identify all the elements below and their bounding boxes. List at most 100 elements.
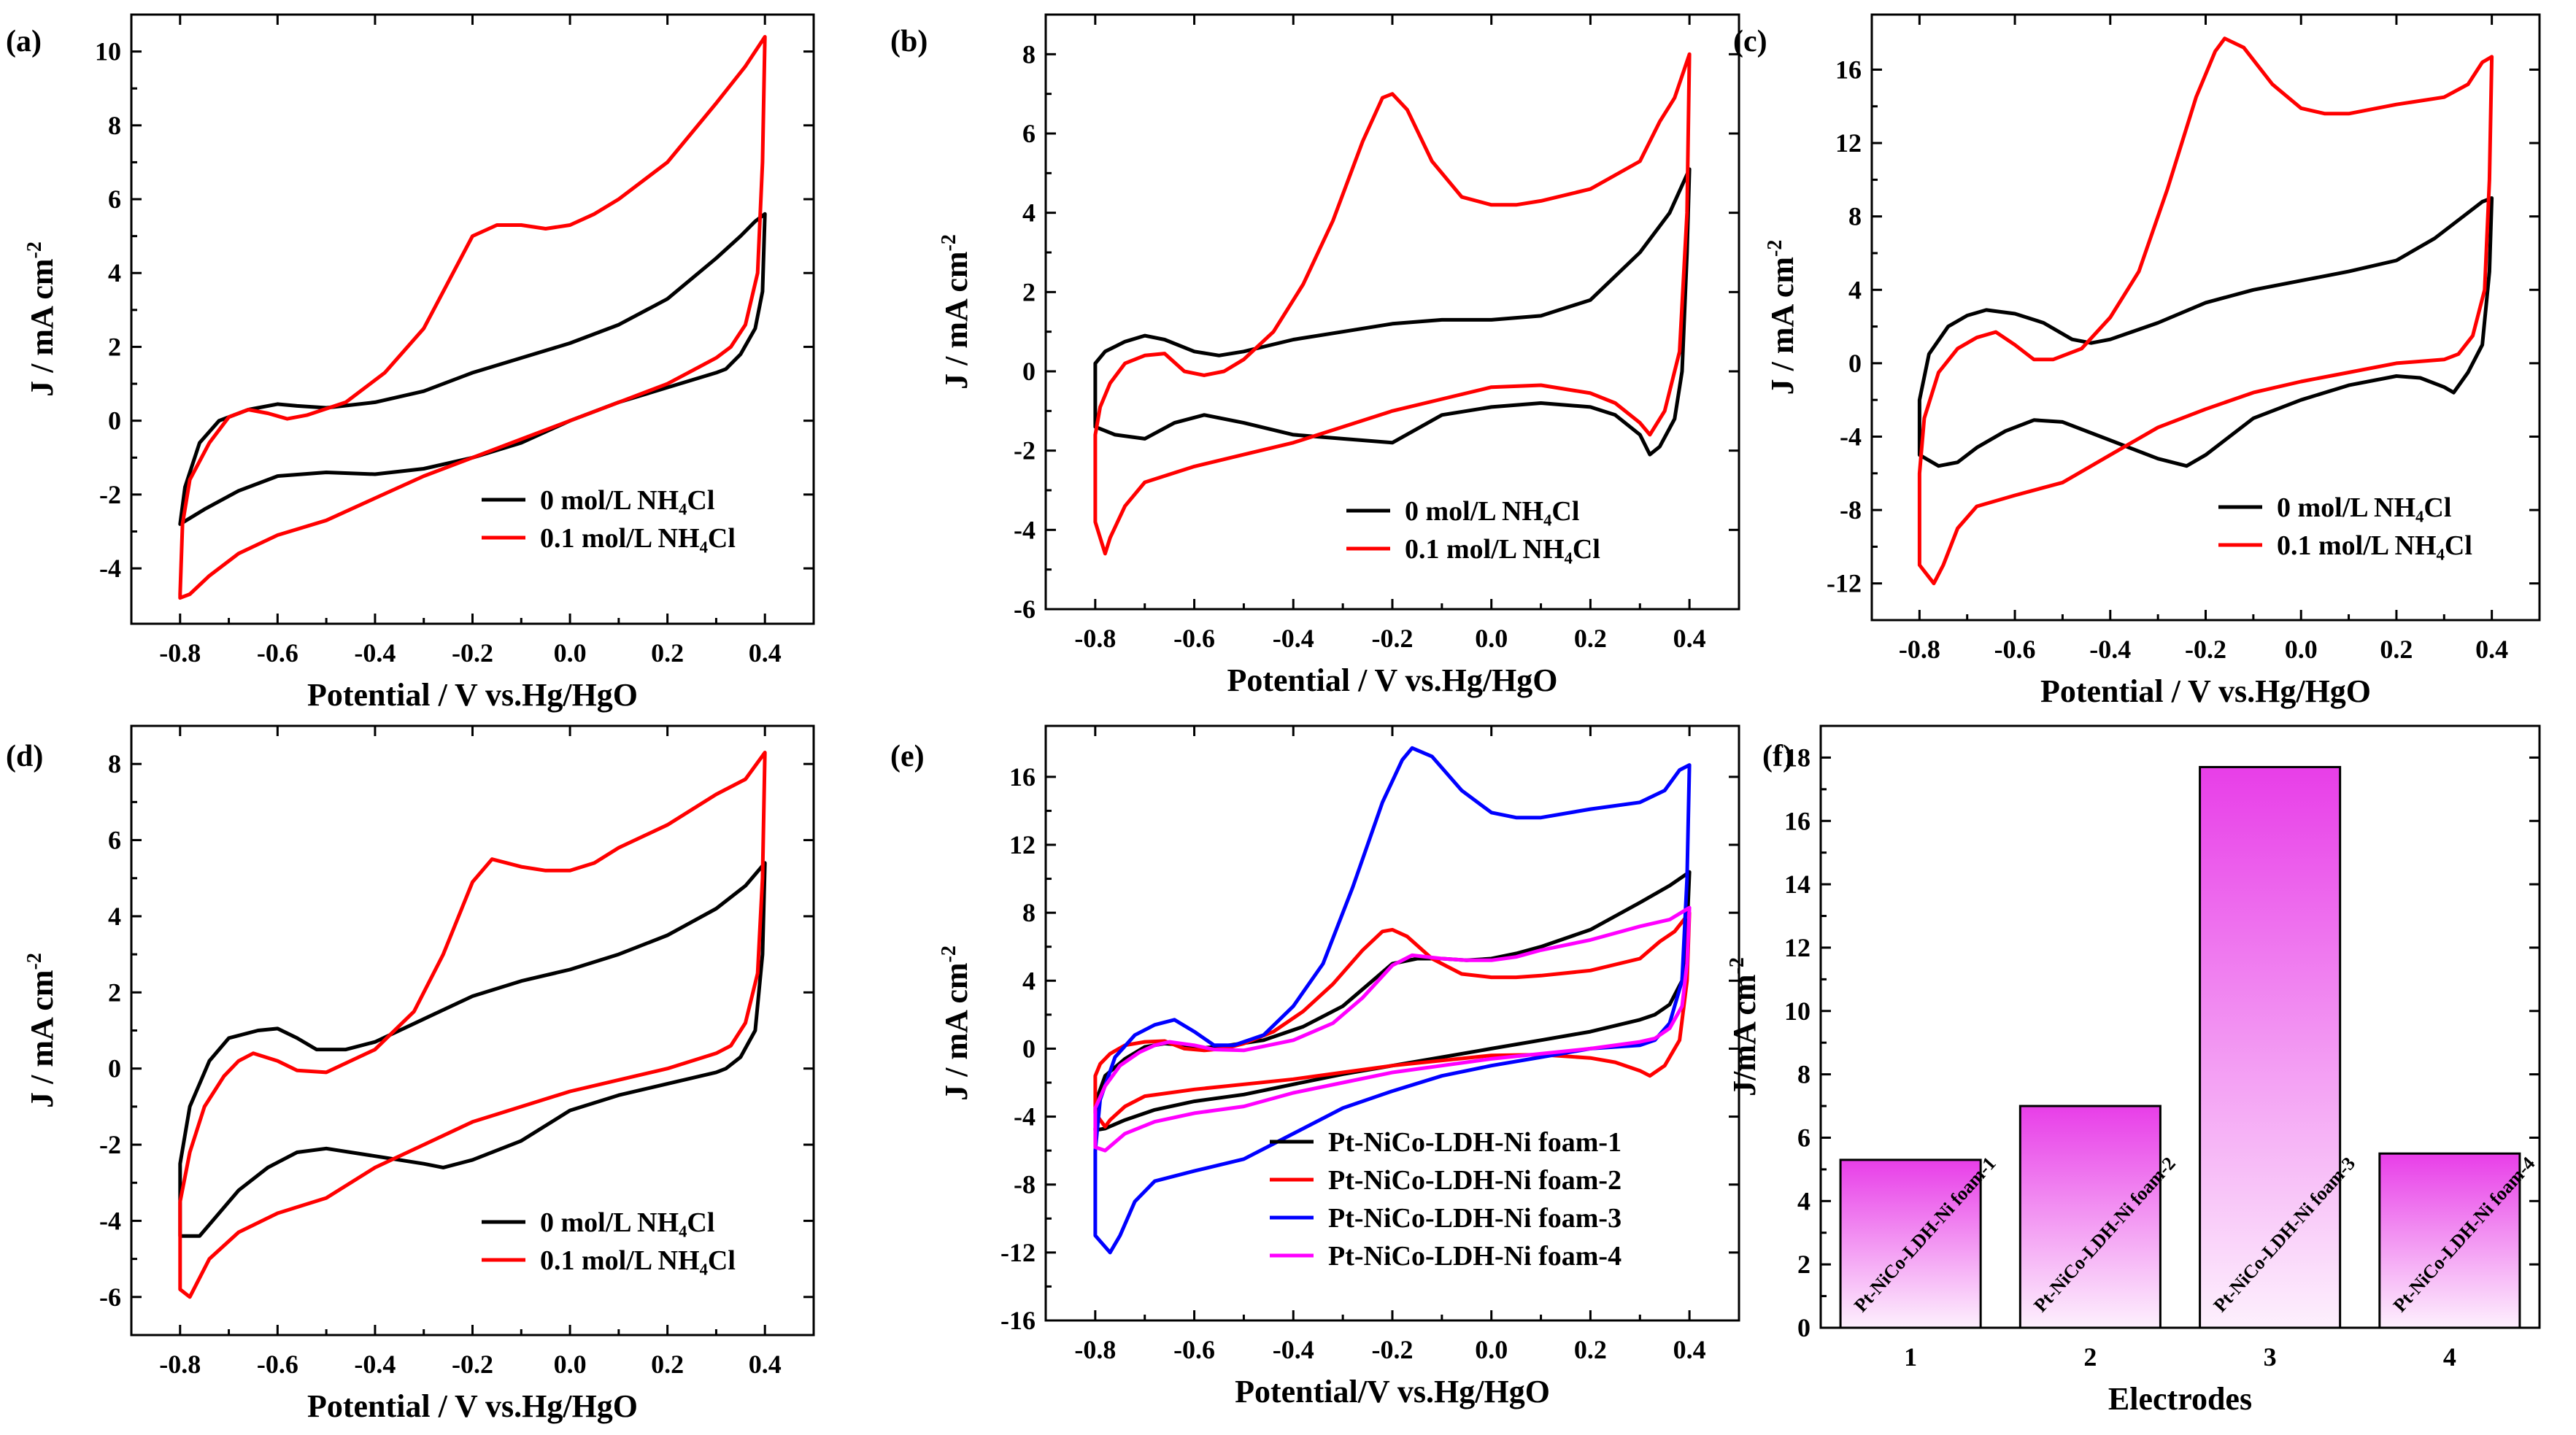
plot-frame [1044, 13, 1740, 611]
y-axis-title-superscript: -2 [23, 953, 46, 970]
panel-b: (b) -6 -4 -2 0 2 4 6 8 -0.8 -0.6 -0.4 -0.2 0.0 0.2 0.4 0… [890, 13, 1740, 698]
y-tick-label: -4 [99, 1206, 121, 1235]
y-tick-label: 16 [1009, 762, 1036, 792]
y-axis-title-text: J/mA cm [1727, 974, 1762, 1096]
x-tick-label: -0.8 [159, 638, 201, 668]
y-tick-label: 6 [1022, 119, 1036, 148]
bar-1 [1839, 1159, 1982, 1329]
bar-4 [2378, 1152, 2521, 1329]
y-tick-label: -2 [99, 1130, 121, 1159]
x-tick-label: -0.6 [257, 638, 298, 668]
x-tick-label: 3 [2264, 1342, 2277, 1372]
y-tick-label: -8 [1014, 1170, 1036, 1199]
y-tick-label: -8 [1840, 495, 1862, 525]
y-tick-label: -4 [1014, 1102, 1036, 1132]
y-tick-label: 8 [1797, 1060, 1810, 1089]
y-tick-label: 6 [108, 826, 121, 855]
y-tick-label: 4 [1022, 966, 1036, 995]
y-axis-title: J / mA cm-2 [23, 953, 60, 1108]
y-tick-label: 8 [108, 111, 121, 140]
x-axis-title: Potential / V vs.Hg/HgO [307, 677, 638, 713]
y-tick-label: 0 [108, 1054, 121, 1083]
y-axis-title-text: J / mA cm [938, 251, 974, 389]
series-line-4 [1093, 905, 1692, 1153]
y-axis-title-superscript: -2 [1726, 957, 1748, 974]
x-tick-label: 0.0 [554, 638, 587, 668]
series-line-2 [1093, 910, 1692, 1129]
x-tick-label: 0.4 [1673, 624, 1706, 653]
legend-label-4: Pt-NiCo-LDH-Ni foam-4 [1328, 1241, 1621, 1272]
y-axis-title: J/mA cm-2 [1726, 957, 1762, 1096]
bar-3 [2199, 765, 2342, 1329]
y-tick-label: 0 [1797, 1313, 1810, 1342]
x-tick-label: 1 [1904, 1342, 1917, 1372]
plot-frame [1819, 724, 2541, 1329]
x-tick-label: -0.4 [354, 638, 396, 668]
legend-label-2: 0.1 mol/L NH₄Cl [1405, 534, 1600, 565]
x-tick-label: 0.4 [2475, 635, 2508, 664]
panel-label-b: (b) [890, 25, 928, 58]
x-tick-label: 0.2 [1574, 624, 1607, 653]
legend-label-1: 0 mol/L NH₄Cl [540, 485, 714, 516]
y-tick-label: 8 [1022, 898, 1036, 927]
x-tick-label: 0.4 [749, 1350, 782, 1379]
legend-label-2: 0.1 mol/L NH₄Cl [2277, 530, 2472, 561]
y-axis-title: J / mA cm-2 [1764, 240, 1800, 395]
y-tick-label: 0 [1022, 357, 1036, 386]
y-tick-label: -12 [1827, 569, 1862, 598]
x-tick-label: 0.0 [1475, 1335, 1508, 1364]
y-axis-title: J / mA cm-2 [23, 241, 60, 397]
x-tick-label: -0.4 [2089, 635, 2131, 664]
y-tick-label: 8 [1848, 202, 1862, 231]
x-tick-label: 0.4 [749, 638, 782, 668]
panel-label-f: (f) [1762, 740, 1793, 773]
series-line-1 [178, 861, 767, 1238]
x-tick-label: 0.4 [1673, 1335, 1706, 1364]
x-tick-label: 0.2 [1574, 1335, 1607, 1364]
y-tick-label: 12 [1784, 933, 1810, 962]
x-axis-title: Potential / V vs.Hg/HgO [1227, 662, 1557, 698]
series-line-2 [1093, 52, 1692, 556]
plot-frame [130, 724, 815, 1337]
y-tick-label: 2 [108, 332, 121, 361]
x-tick-label: -0.4 [354, 1350, 396, 1379]
legend-label-2: 0.1 mol/L NH₄Cl [540, 1245, 736, 1276]
panel-c: (c) -12 -8 -4 0 4 8 12 16 -0.8 -0.6 -0.4 -0.2 0.0 0.2 0… [1733, 13, 2541, 709]
panel-e: (e) -16 -12 -8 -4 0 4 8 12 16 -0.8 -0.6 -0.4 -0.2 0.0 0… [890, 724, 1740, 1409]
y-tick-label: -4 [1014, 515, 1036, 544]
series-line-2 [178, 751, 767, 1299]
y-tick-label: 0 [1848, 349, 1862, 378]
y-tick-label: 8 [1022, 39, 1036, 69]
x-tick-label: 2 [2083, 1342, 2097, 1372]
x-tick-label: 4 [2443, 1342, 2456, 1372]
x-axis-title: Potential / V vs.Hg/HgO [307, 1388, 638, 1424]
x-tick-label: -0.2 [452, 638, 493, 668]
y-tick-label: 12 [1835, 128, 1862, 158]
plot-frame [130, 13, 815, 625]
y-tick-label: 4 [1848, 275, 1862, 304]
y-tick-label: 18 [1784, 743, 1810, 772]
y-tick-label: -6 [1014, 595, 1036, 624]
y-tick-label: 4 [1022, 198, 1036, 228]
x-tick-label: -0.2 [452, 1350, 493, 1379]
panel-label-c: (c) [1733, 25, 1767, 58]
x-tick-label: -0.8 [1899, 635, 1940, 664]
x-tick-label: -0.8 [159, 1350, 201, 1379]
y-tick-label: 0 [1022, 1034, 1036, 1063]
plot-frame [1870, 13, 2541, 622]
y-axis-title: J / mA cm-2 [938, 234, 974, 390]
legend-label-2: Pt-NiCo-LDH-Ni foam-2 [1328, 1165, 1621, 1196]
x-tick-label: -0.4 [1273, 1335, 1314, 1364]
x-tick-label: -0.2 [1372, 624, 1414, 653]
y-tick-label: 16 [1835, 55, 1862, 84]
x-tick-label: -0.4 [1273, 624, 1314, 653]
y-axis-title-text: J / mA cm [938, 962, 974, 1100]
y-axis-title-superscript: -2 [938, 234, 960, 251]
y-tick-label: 6 [108, 185, 121, 214]
legend-label-1: 0 mol/L NH₄Cl [540, 1207, 714, 1238]
x-tick-label: 0.0 [554, 1350, 587, 1379]
panel-label-a: (a) [6, 25, 42, 58]
